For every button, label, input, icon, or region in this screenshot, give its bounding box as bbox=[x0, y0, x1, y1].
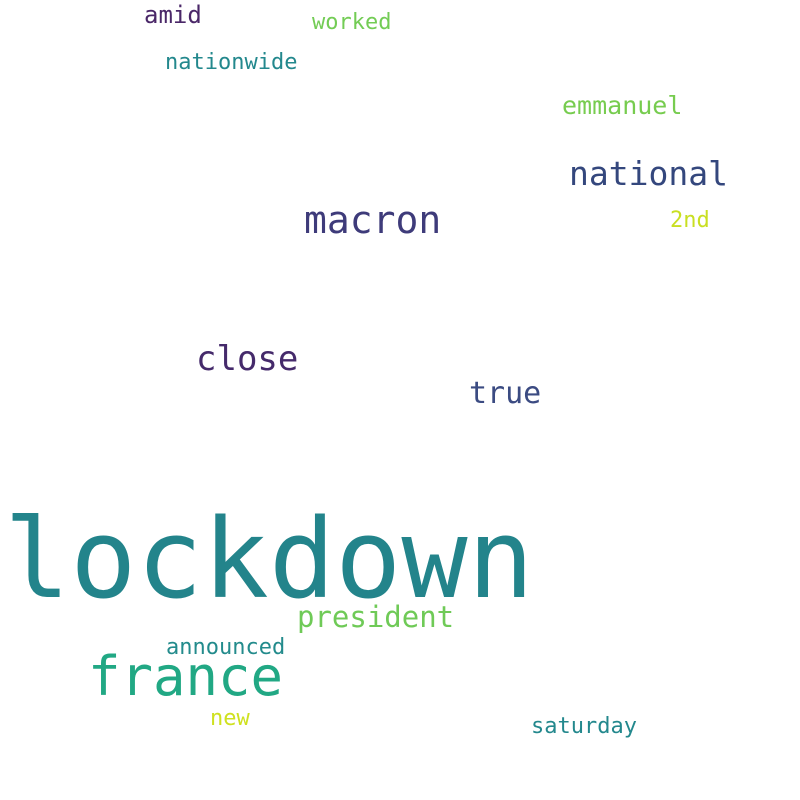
word-close: close bbox=[196, 339, 299, 379]
word-2nd: 2nd bbox=[670, 208, 710, 233]
word-national: national bbox=[569, 154, 728, 193]
word-macron: macron bbox=[304, 198, 442, 242]
word-announced: announced bbox=[166, 635, 286, 660]
word-amid: amid bbox=[144, 1, 202, 29]
word-president: president bbox=[297, 600, 455, 634]
word-new: new bbox=[210, 706, 250, 731]
word-france: france bbox=[88, 645, 284, 708]
word-nationwide: nationwide bbox=[165, 50, 298, 75]
word-saturday: saturday bbox=[531, 714, 637, 739]
word-lockdown: lockdown bbox=[4, 495, 534, 623]
word-worked: worked bbox=[312, 10, 392, 35]
word-emmanuel: emmanuel bbox=[562, 91, 683, 120]
word-true: true bbox=[469, 376, 542, 411]
